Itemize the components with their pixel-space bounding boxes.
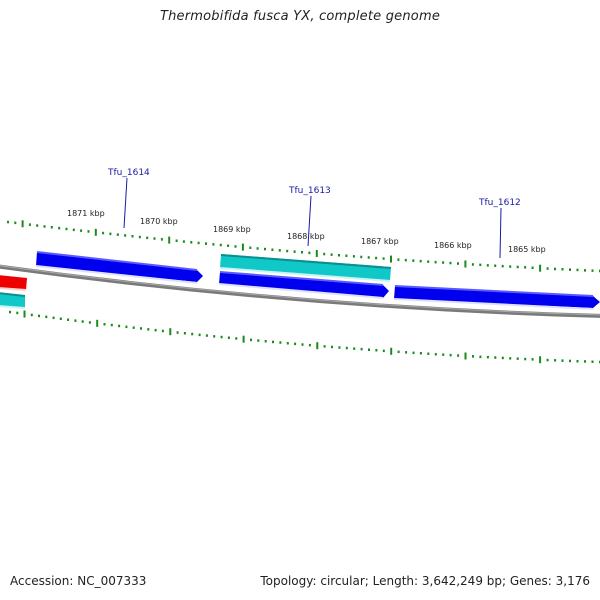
gene-tfu-1614-arrow[interactable]	[35, 251, 203, 284]
kbp-label-1871: 1871 kbp	[67, 209, 105, 218]
kbp-label-1868: 1868 kbp	[287, 232, 325, 241]
genome-stats-text: Topology: circular; Length: 3,642,249 bp…	[260, 574, 590, 588]
gene-tfu-1612-arrow[interactable]	[393, 285, 600, 310]
gene-label-tfu-1612[interactable]: Tfu_1612	[478, 198, 521, 259]
kbp-label-1866: 1866 kbp	[434, 241, 472, 250]
gene-forward-arrow[interactable]	[218, 271, 389, 299]
outer-tick-ring	[7, 220, 600, 273]
kbp-label-1869: 1869 kbp	[213, 225, 251, 234]
map-title: Thermobifida fusca YX, complete genome	[159, 9, 441, 24]
rna-gene-arrow[interactable]	[0, 275, 27, 291]
gene-tfu-1613-arrow[interactable]	[219, 254, 392, 282]
kbp-label-1867: 1867 kbp	[361, 237, 399, 246]
kbp-label-1865: 1865 kbp	[508, 245, 546, 254]
gene-label-tfu-1614[interactable]: Tfu_1614	[107, 168, 150, 229]
inner-tick-ring	[9, 310, 600, 364]
genome-backbone	[0, 264, 600, 318]
kbp-label-1870: 1870 kbp	[140, 217, 178, 226]
accession-text: Accession: NC_007333	[10, 574, 147, 588]
gene-reverse-partial-arrow[interactable]	[0, 292, 26, 309]
gene-label-text: Tfu_1614	[107, 168, 150, 178]
gene-label-text: Tfu_1613	[288, 186, 331, 196]
gene-label-text: Tfu_1612	[478, 198, 521, 208]
gene-label-tfu-1613[interactable]: Tfu_1613	[288, 186, 331, 247]
